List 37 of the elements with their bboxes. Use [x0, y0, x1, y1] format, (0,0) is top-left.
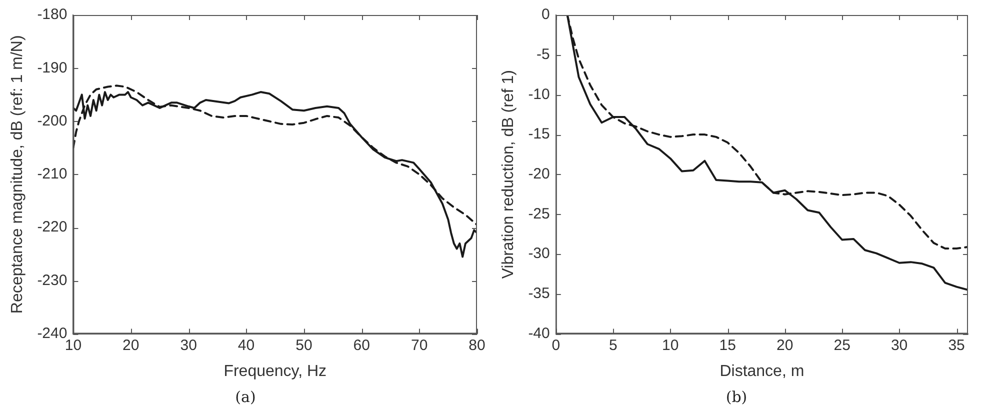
y-tick-label: -200 — [37, 112, 68, 130]
x-tick-label: 70 — [410, 336, 428, 354]
x-tick-label: 35 — [948, 336, 965, 354]
y-tick-label: -15 — [528, 126, 550, 143]
y-tick-label: -40 — [528, 324, 550, 342]
x-tick-label: 25 — [834, 336, 850, 354]
text: (b) — [724, 388, 748, 406]
y-axis-title: Vibration reduction, dB (ref 1) — [500, 70, 518, 279]
x-axis-title: Distance, m — [720, 362, 804, 380]
x-tick-label: 5 — [608, 336, 618, 354]
x-tick-label: 80 — [468, 336, 486, 354]
y-tick-label: -190 — [37, 59, 68, 76]
y-axis-title: Receptance magnitude, dB (ref: 1 m/N) — [9, 35, 26, 314]
x-tick-label: 10 — [64, 336, 82, 354]
x-tick-label: 50 — [296, 336, 312, 354]
x-tick-label: 40 — [238, 336, 255, 354]
y-tick-label: -210 — [37, 166, 68, 183]
x-tick-label: 30 — [890, 336, 908, 354]
text: (a) — [234, 388, 257, 406]
y-tick-label: -240 — [37, 324, 68, 342]
x-axis-title: Frequency, Hz — [224, 362, 327, 380]
y-tick-label: -180 — [37, 6, 68, 24]
x-tick-label: 60 — [353, 336, 370, 354]
y-tick-label: -5 — [536, 46, 550, 63]
y-tick-label: -20 — [528, 166, 550, 183]
x-tick-label: 20 — [122, 336, 140, 354]
x-tick-label: 15 — [719, 336, 736, 354]
x-tick-label: 20 — [776, 336, 794, 354]
y-tick-label: 0 — [542, 6, 550, 24]
y-tick-label: -230 — [37, 272, 68, 289]
y-tick-label: -220 — [37, 218, 68, 236]
y-tick-label: -25 — [528, 205, 550, 222]
y-tick-label: -35 — [528, 285, 550, 302]
x-tick-label: 30 — [180, 336, 197, 354]
y-tick-label: -30 — [528, 245, 550, 262]
y-tick-label: -10 — [528, 86, 550, 103]
x-tick-label: 10 — [662, 336, 679, 354]
